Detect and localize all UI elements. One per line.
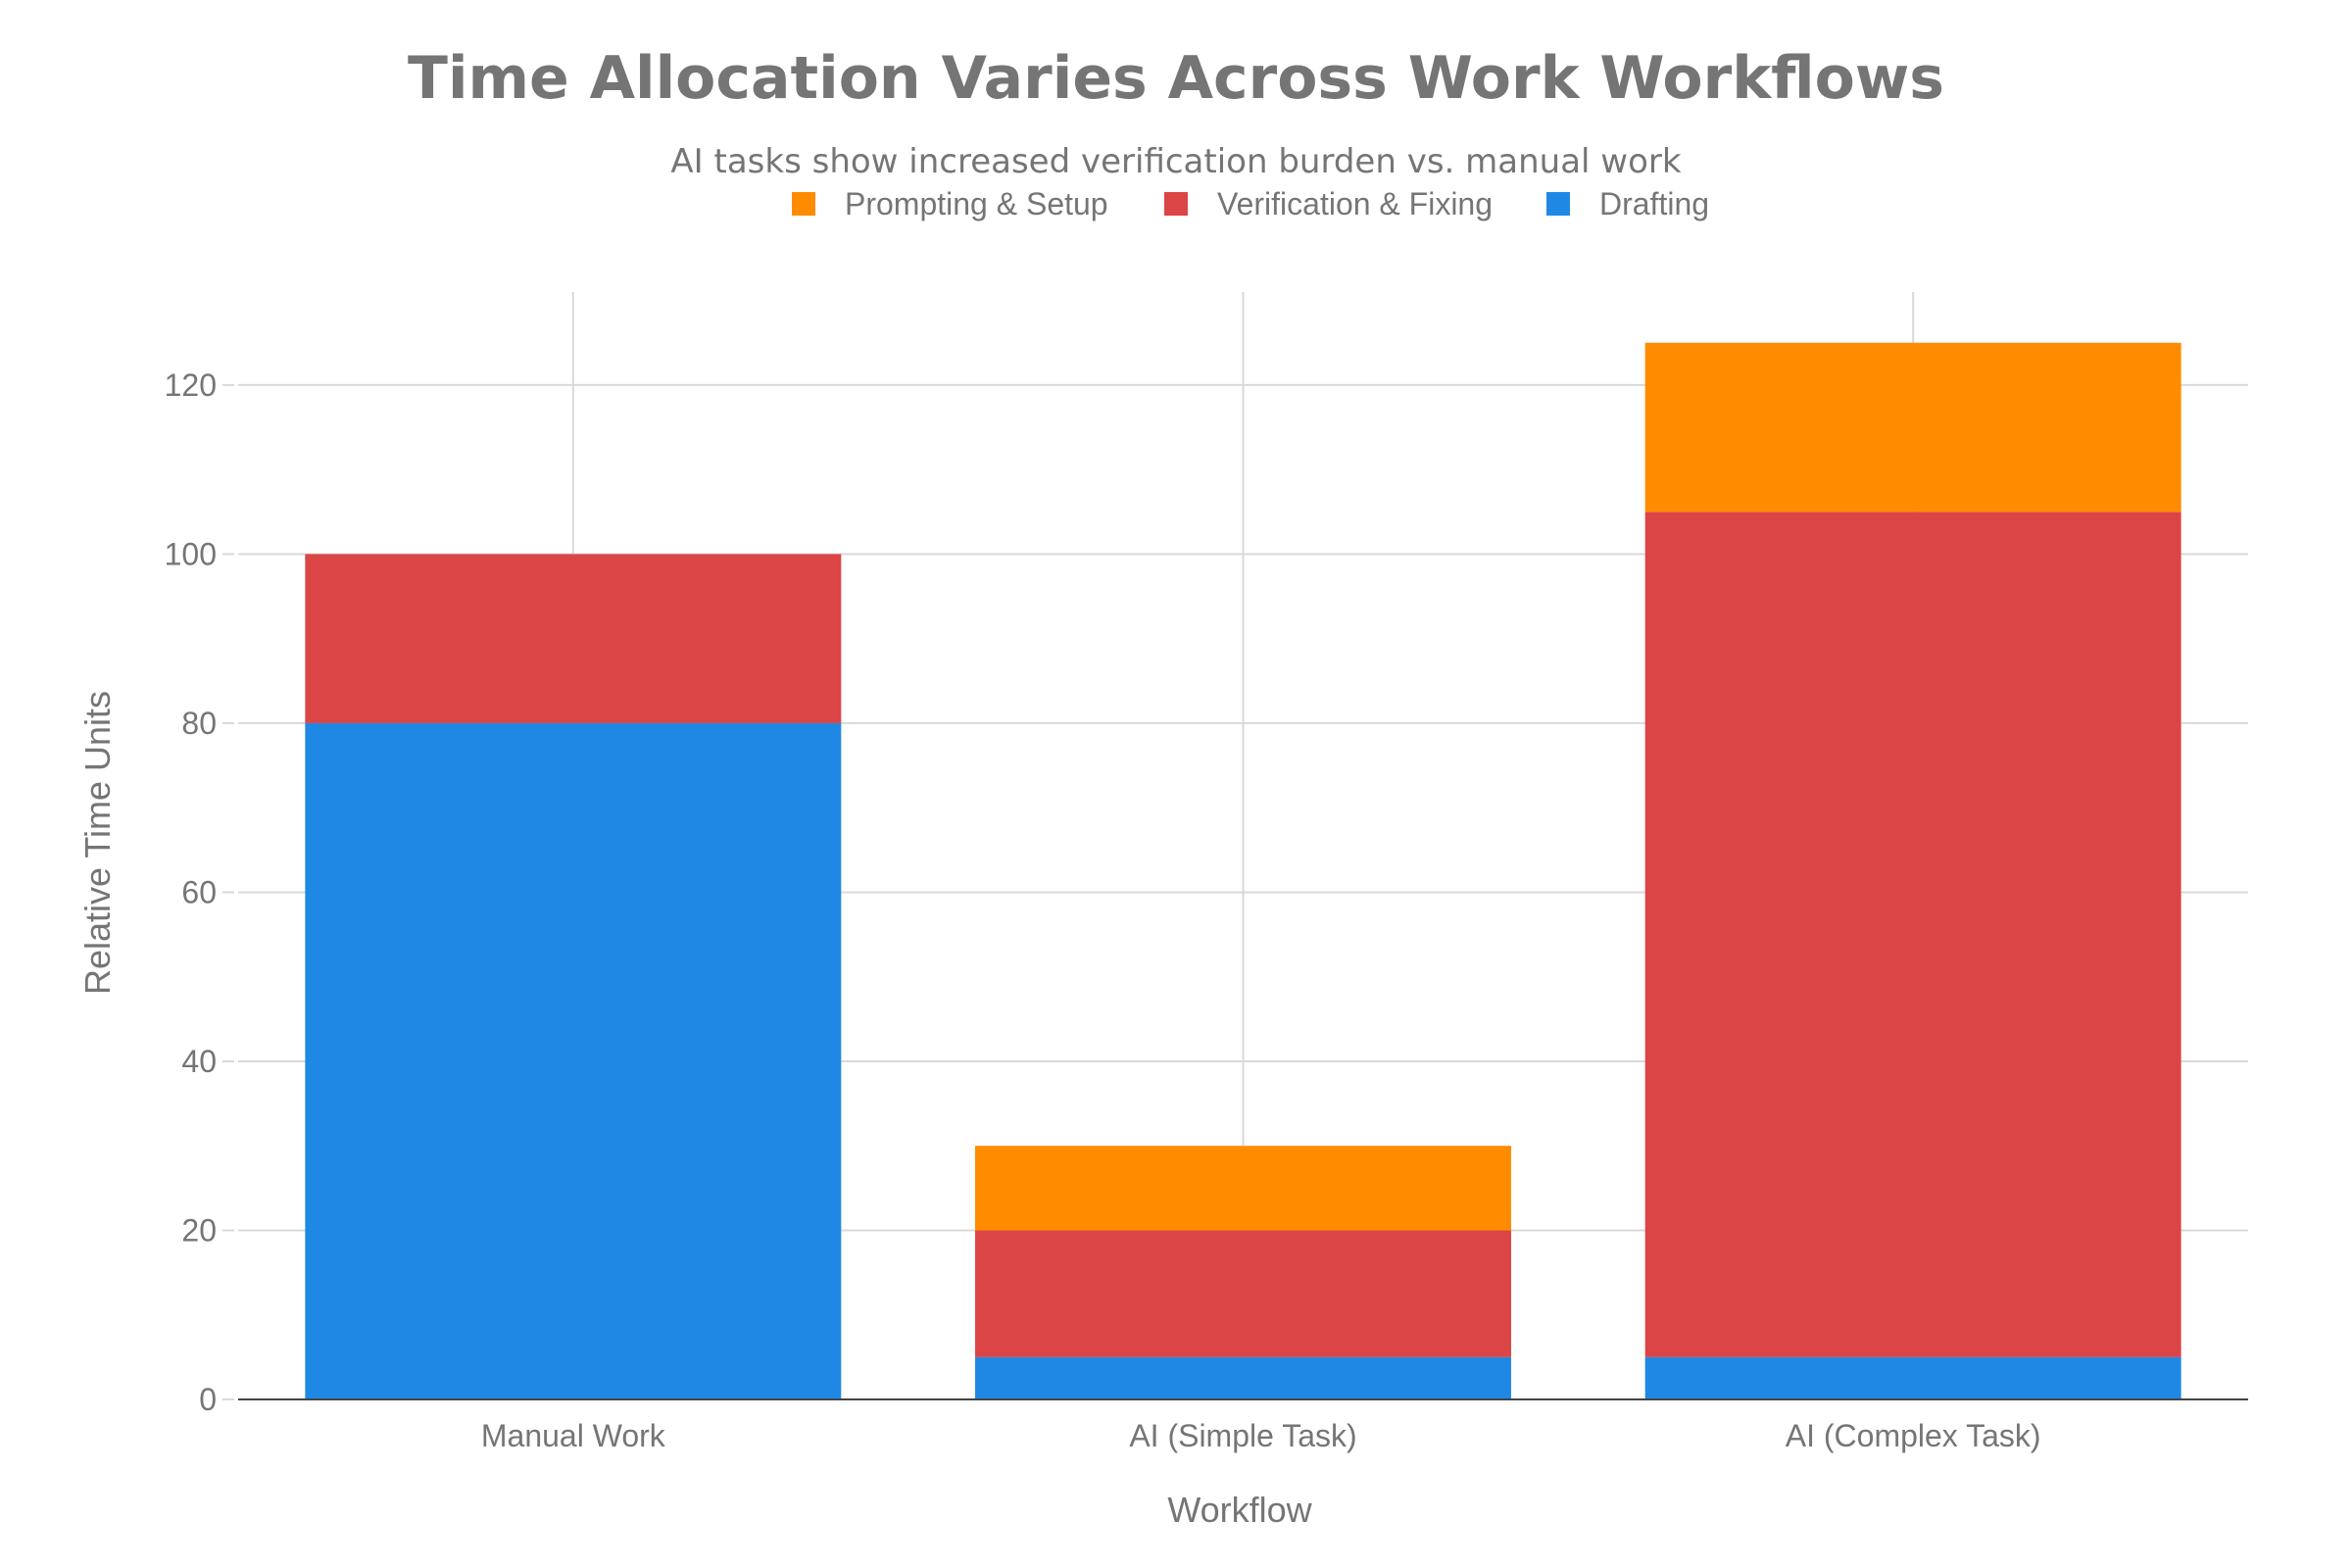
bar-verification-fixing [1644, 512, 2181, 1357]
legend: Prompting & Setup Verification & Fixing Dr… [792, 186, 1709, 221]
bar-prompting-setup [975, 1146, 1511, 1231]
legend-label-drafting: Drafting [1599, 186, 1709, 221]
bar-drafting [1644, 1356, 2181, 1399]
y-axis-title: Relative Time Units [77, 691, 118, 995]
chart-subtitle: AI tasks show increased verification bur… [670, 142, 1681, 181]
legend-swatch-prompting-setup [792, 192, 815, 216]
y-tick-label: 0 [199, 1382, 217, 1417]
bar-drafting [305, 722, 842, 1399]
y-tick-label: 40 [181, 1044, 217, 1079]
bar-drafting [975, 1356, 1511, 1399]
legend-label-verification-fixing: Verification & Fixing [1217, 186, 1493, 221]
y-tick-label: 100 [165, 536, 217, 571]
x-tick-label: AI (Simple Task) [1129, 1418, 1356, 1453]
y-tick-label: 60 [181, 874, 217, 909]
y-tick-label: 120 [165, 368, 217, 403]
bar-verification-fixing [305, 554, 842, 723]
chart-title: Time Allocation Varies Across Work Workf… [408, 44, 1944, 113]
x-axis-title: Workflow [1167, 1490, 1312, 1530]
legend-swatch-drafting [1546, 192, 1570, 216]
y-tick-label: 20 [181, 1212, 217, 1248]
x-tick-label: AI (Complex Task) [1786, 1418, 2041, 1453]
y-tick-label: 80 [181, 706, 217, 741]
bar-verification-fixing [975, 1230, 1511, 1357]
bar-prompting-setup [1644, 342, 2181, 513]
axis-layer: 0 20 40 60 80 100 120 Manual Work AI (Simple Tas… [165, 368, 2248, 1453]
legend-swatch-verification-fixing [1164, 192, 1188, 216]
legend-label-prompting-setup: Prompting & Setup [845, 186, 1108, 221]
x-tick-label: Manual Work [481, 1418, 666, 1453]
bars-layer [305, 342, 2181, 1399]
